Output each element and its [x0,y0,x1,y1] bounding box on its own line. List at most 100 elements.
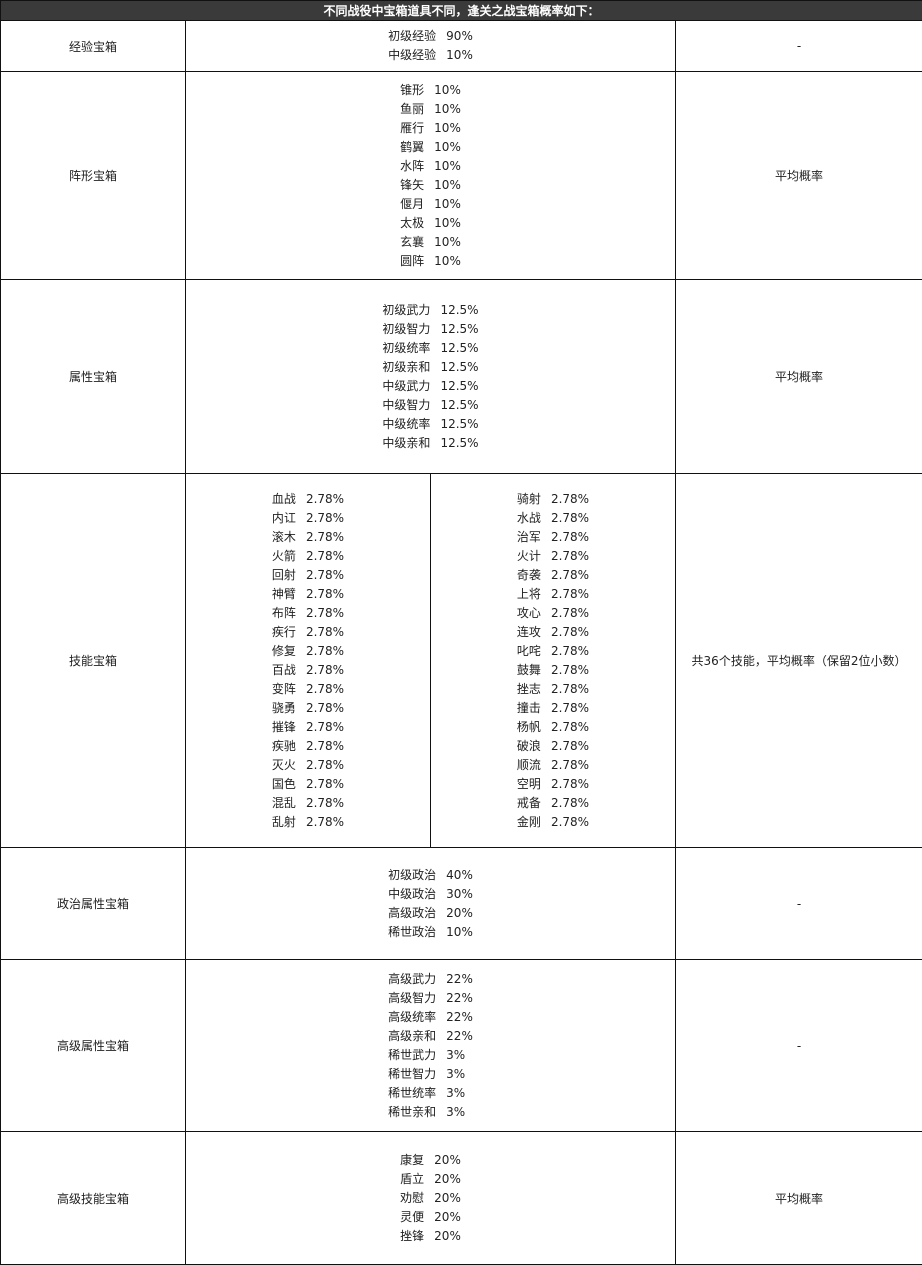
item-probability: 2.78% [550,605,590,620]
item-probability: 90% [446,29,473,43]
item-name: 锥形 [400,82,425,97]
chest-note: 平均概率 [674,71,922,280]
list-item: 疾驰 2.78% [272,737,344,756]
list-item: 变阵 2.78% [272,680,344,699]
list-item: 高级亲和 22% [388,1027,473,1046]
list-item: 中级武力 12.5% [382,377,478,396]
list-item: 骁勇 2.78% [272,699,344,718]
item-probability: 3% [446,1066,466,1081]
item-name: 中级亲和 [382,435,431,450]
item-probability: 2.78% [550,586,590,601]
item-probability: 2.78% [550,681,590,696]
item-name: 神臂 [271,586,296,601]
item-probability: 10% [446,924,473,939]
item-name: 圆阵 [400,253,425,268]
list-item: 玄襄 10% [400,233,461,252]
item-name: 康复 [400,1152,425,1167]
item-name: 血战 [271,491,296,506]
list-item: 骑射 2.78% [517,490,589,509]
list-item: 疾行 2.78% [272,623,344,642]
item-probability: 2.78% [550,814,590,829]
contents-cell: 高级武力 22% 高级智力 22% 高级统率 22% 高级亲和 22% 稀世武力 3% 稀世智力 3%… [185,959,676,1132]
item-probability: 22% [446,990,473,1005]
contents-cell-right: 骑射 2.78% 水战 2.78% 治军 2.78% 火计 2.78% 奇袭 2.78% 上将 2.7… [430,473,676,848]
item-probability: 12.5% [440,321,479,336]
item-name: 稀世智力 [388,1066,437,1081]
item-probability: 10% [434,158,461,173]
item-probability: 12.5% [440,397,479,412]
list-item: 乱射 2.78% [272,813,344,832]
item-name: 灵便 [400,1209,425,1224]
chest-name: 属性宝箱 [0,279,186,474]
item-name: 骁勇 [271,700,296,715]
item-name: 中级武力 [382,378,431,393]
item-probability: 10% [434,253,461,268]
item-name: 疾行 [271,624,296,639]
chest-name: 高级属性宝箱 [0,959,186,1132]
list-item: 布阵 2.78% [272,604,344,623]
item-probability: 2.78% [305,567,345,582]
list-item: 劝慰 20% [400,1189,461,1208]
list-item: 圆阵 10% [400,252,461,271]
item-probability: 12.5% [440,302,479,317]
item-name: 空明 [516,776,541,791]
list-item: 百战 2.78% [272,661,344,680]
item-probability: 2.78% [305,700,345,715]
item-name: 杨帆 [516,719,541,734]
item-name: 太极 [400,215,425,230]
list-item: 稀世亲和 3% [388,1103,473,1122]
item-probability: 12.5% [440,416,479,431]
item-name: 金刚 [516,814,541,829]
item-probability: 2.78% [550,529,590,544]
item-name: 疾驰 [271,738,296,753]
table-row: 经验宝箱 初级经验 90% 中级经验 10% - [0,20,922,72]
item-probability: 22% [446,1009,473,1024]
item-name: 变阵 [271,681,296,696]
item-name: 锋矢 [400,177,425,192]
list-item: 高级统率 22% [388,1008,473,1027]
item-name: 初级政治 [388,867,437,882]
list-item: 混乱 2.78% [272,794,344,813]
item-probability: 2.78% [550,624,590,639]
list-item: 修复 2.78% [272,642,344,661]
list-item: 中级统率 12.5% [382,415,478,434]
chest-name: 阵形宝箱 [0,71,186,280]
chest-note: - [674,847,922,960]
list-item: 摧锋 2.78% [272,718,344,737]
table-row: 高级属性宝箱 高级武力 22% 高级智力 22% 高级统率 22% 高级亲和 22% 稀世武力 3%… [0,959,922,1132]
item-probability: 40% [446,867,473,882]
item-name: 灭火 [271,757,296,772]
item-probability: 22% [446,971,473,986]
item-probability: 2.78% [550,700,590,715]
item-name: 初级经验 [388,29,437,43]
item-probability: 10% [434,196,461,211]
list-item: 初级统率 12.5% [382,339,478,358]
item-probability: 2.78% [305,814,345,829]
list-item: 雁行 10% [400,119,461,138]
list-item: 挫志 2.78% [517,680,589,699]
item-probability: 2.78% [550,510,590,525]
item-probability: 2.78% [550,567,590,582]
item-name: 火计 [516,548,541,563]
item-name: 中级智力 [382,397,431,412]
item-name: 连攻 [516,624,541,639]
list-item: 神臂 2.78% [272,585,344,604]
contents-cell-left: 血战 2.78% 内讧 2.78% 滚木 2.78% 火箭 2.78% 回射 2.78% 神臂 2.7… [185,473,431,848]
list-item: 空明 2.78% [517,775,589,794]
item-name: 回射 [271,567,296,582]
list-item: 火计 2.78% [517,547,589,566]
item-list: 骑射 2.78% 水战 2.78% 治军 2.78% 火计 2.78% 奇袭 2.78% 上将 2.7… [517,490,589,832]
item-name: 鹤翼 [400,139,425,154]
item-list: 初级经验 90% 中级经验 10% [388,27,473,65]
item-name: 鼓舞 [516,662,541,677]
list-item: 偃月 10% [400,195,461,214]
item-probability: 12.5% [440,359,479,374]
item-name: 戒备 [516,795,541,810]
contents-cell: 初级经验 90% 中级经验 10% [185,20,676,72]
item-probability: 2.78% [305,624,345,639]
list-item: 稀世智力 3% [388,1065,473,1084]
item-name: 高级政治 [388,905,437,920]
item-name: 稀世政治 [388,924,437,939]
item-name: 初级亲和 [382,359,431,374]
